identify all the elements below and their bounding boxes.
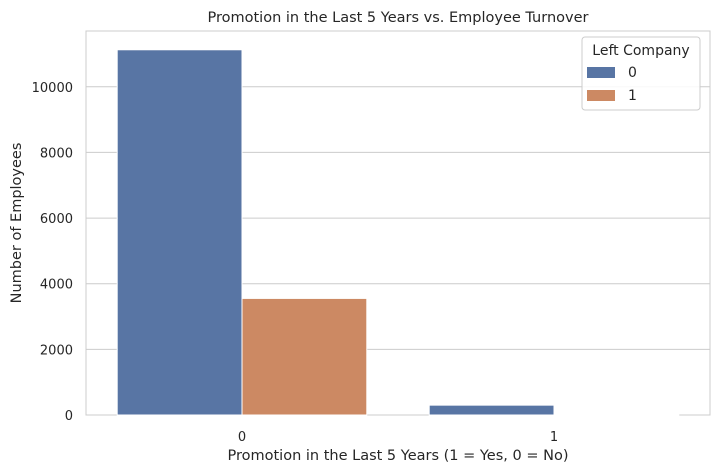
legend-label-1: 1 (628, 88, 637, 104)
y-tick-label: 10000 (32, 81, 73, 96)
bar-0-series-1 (241, 297, 368, 416)
x-tick-label: 0 (238, 430, 246, 445)
legend-entries: 01 (587, 65, 637, 104)
bar-1-series-0 (428, 404, 555, 416)
y-tick-label: 4000 (40, 278, 73, 293)
x-axis-label: Promotion in the Last 5 Years (1 = Yes, … (228, 448, 569, 464)
legend-title: Left Company (592, 43, 689, 59)
y-tick-label: 6000 (40, 212, 73, 227)
y-tick-label: 0 (65, 409, 73, 424)
y-tick-label: 2000 (40, 343, 73, 358)
chart-title: Promotion in the Last 5 Years vs. Employ… (208, 10, 589, 26)
bars (116, 49, 680, 416)
plot-area (85, 30, 711, 416)
bar-1-series-1 (553, 413, 680, 416)
y-axis-tick-labels: 0 2000 4000 6000 8000 10000 (32, 81, 73, 424)
bar-0-series-0 (116, 49, 243, 416)
legend: Left Company 01 (581, 36, 701, 111)
legend-swatch-0 (587, 67, 615, 78)
y-axis-label: Number of Employees (9, 143, 25, 304)
x-tick-label: 1 (550, 430, 558, 445)
y-tick-label: 8000 (40, 146, 73, 161)
legend-label-0: 0 (628, 65, 637, 81)
legend-swatch-1 (587, 90, 615, 101)
